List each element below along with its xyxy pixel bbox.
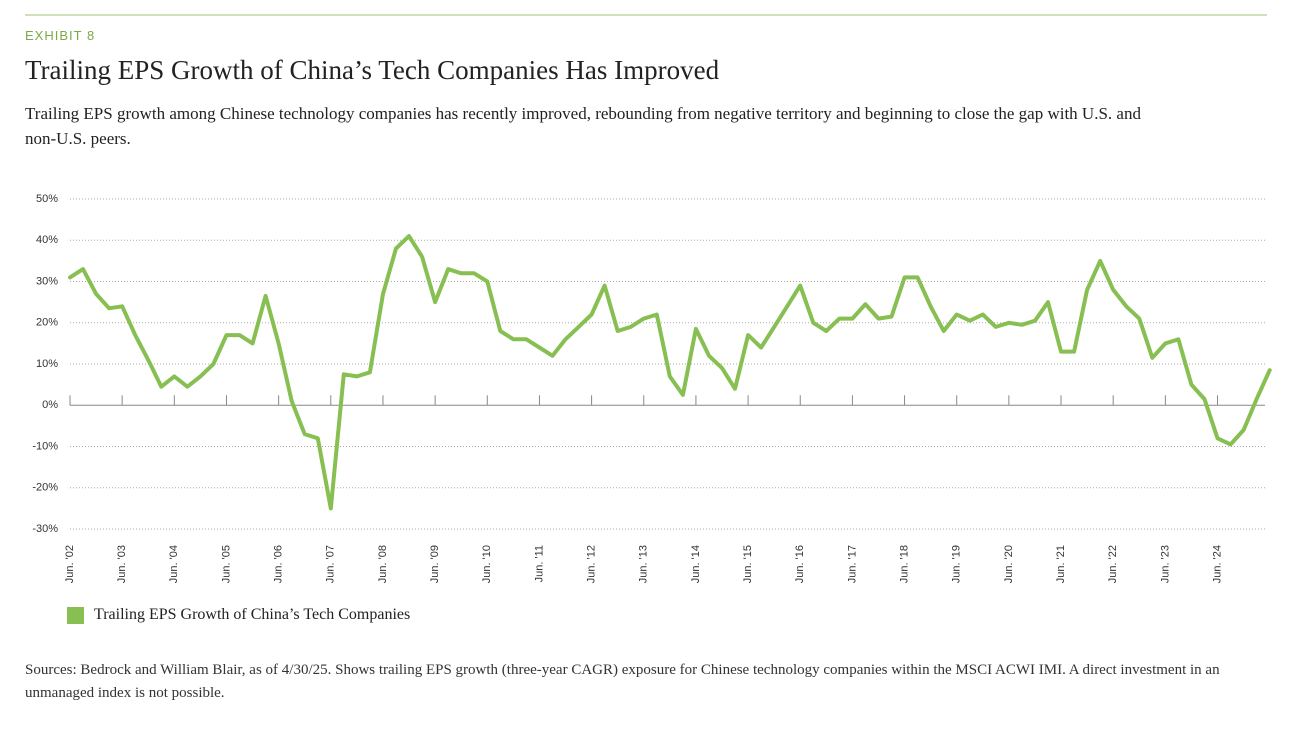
x-tick-label: Jun. '13 xyxy=(638,545,650,583)
y-tick-label: 50% xyxy=(36,193,58,205)
x-tick-label: Jun. '24 xyxy=(1211,545,1223,583)
y-tick-label: 0% xyxy=(42,399,58,411)
x-tick-label: Jun. '15 xyxy=(742,545,754,583)
y-tick-label: 20% xyxy=(36,317,58,329)
x-tick-label: Jun. '09 xyxy=(429,545,441,583)
x-tick-label: Jun. '03 xyxy=(116,545,128,583)
x-tick-label: Jun. '02 xyxy=(64,545,76,583)
chart-subtitle: Trailing EPS growth among Chinese techno… xyxy=(25,104,1141,148)
x-tick-label: Jun. '19 xyxy=(951,545,963,583)
legend-swatch xyxy=(67,606,84,624)
chart-title: Trailing EPS Growth of China’s Tech Comp… xyxy=(25,55,720,85)
x-tick-label: Jun. '14 xyxy=(690,545,702,583)
x-tick-label: Jun. '10 xyxy=(481,545,493,583)
x-tick-label: Jun. '04 xyxy=(168,545,180,583)
x-tick-label: Jun. '11 xyxy=(533,545,545,582)
x-tick-label: Jun. '12 xyxy=(586,545,598,583)
y-tick-label: 30% xyxy=(36,275,58,287)
data-line xyxy=(68,234,1272,511)
x-tick-label: Jun. '20 xyxy=(1003,545,1015,583)
x-tick-label: Jun. '18 xyxy=(898,545,910,583)
source-note: Sources: Bedrock and William Blair, as o… xyxy=(25,662,1220,701)
x-tick-label: Jun. '05 xyxy=(220,545,232,583)
y-tick-label: 40% xyxy=(36,234,58,246)
exhibit-label: EXHIBIT 8 xyxy=(25,28,96,43)
x-tick-label: Jun. '17 xyxy=(846,545,858,583)
x-tick-label: Jun. '23 xyxy=(1159,545,1171,583)
y-tick-label: -10% xyxy=(32,440,58,452)
x-tick-label: Jun. '22 xyxy=(1107,545,1119,583)
legend-label: Trailing EPS Growth of China’s Tech Comp… xyxy=(94,606,411,623)
y-tick-label: -30% xyxy=(32,523,58,535)
x-tick-label: Jun. '07 xyxy=(325,545,337,583)
x-tick-label: Jun. '16 xyxy=(794,545,806,583)
y-tick-label: 10% xyxy=(36,358,58,370)
legend: Trailing EPS Growth of China’s Tech Comp… xyxy=(67,606,410,624)
y-tick-label: -20% xyxy=(32,482,58,494)
x-tick-label: Jun. '21 xyxy=(1055,545,1067,583)
x-tick-label: Jun. '08 xyxy=(377,545,389,583)
x-tick-label: Jun. '06 xyxy=(273,545,285,583)
